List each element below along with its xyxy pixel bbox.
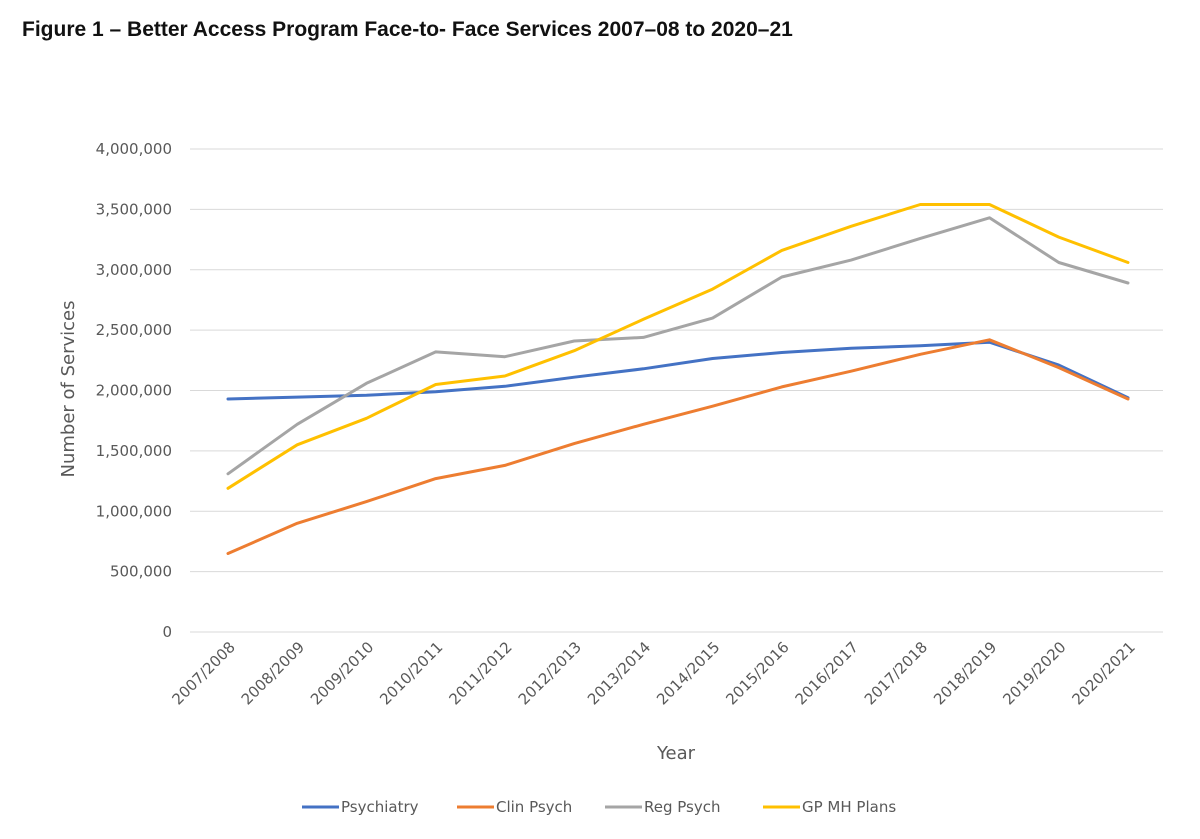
legend-label: Psychiatry	[341, 798, 419, 816]
x-tick-label: 2017/2018	[861, 638, 931, 708]
series-line-gp-mh-plans	[226, 203, 1130, 490]
y-tick-label: 1,000,000	[96, 502, 172, 520]
legend: Psychiatry Clin Psych Reg Psych GP MH Plans	[302, 798, 896, 816]
series-lines	[226, 203, 1130, 555]
gridlines	[190, 148, 1163, 633]
y-tick-label: 2,000,000	[96, 382, 172, 400]
y-axis-ticks: 0 500,000 1,000,000 1,500,000 2,000,000 2,500…	[96, 140, 172, 641]
x-tick-label: 2007/2008	[169, 638, 239, 708]
series-line-clin-psych	[226, 338, 1130, 555]
y-tick-label: 2,500,000	[96, 321, 172, 339]
y-axis-title: Number of Services	[58, 300, 79, 477]
x-tick-label: 2015/2016	[722, 638, 792, 708]
y-tick-label: 0	[162, 623, 172, 641]
x-tick-label: 2019/2020	[999, 638, 1069, 708]
y-tick-label: 4,000,000	[96, 140, 172, 158]
x-tick-label: 2010/2011	[376, 638, 446, 708]
x-tick-label: 2009/2010	[307, 638, 377, 708]
x-tick-label: 2020/2021	[1069, 638, 1139, 708]
x-tick-label: 2014/2015	[653, 638, 723, 708]
legend-label: GP MH Plans	[802, 798, 896, 816]
legend-label: Reg Psych	[644, 798, 721, 816]
x-tick-label: 2011/2012	[445, 638, 515, 708]
x-axis-title: Year	[656, 743, 696, 764]
x-tick-label: 2013/2014	[584, 638, 654, 708]
figure-title: Figure 1 – Better Access Program Face-to…	[22, 18, 793, 41]
x-axis-ticks: 2007/20082008/20092009/20102010/20112011…	[169, 638, 1139, 708]
series-line-reg-psych	[226, 216, 1130, 476]
y-tick-label: 500,000	[110, 563, 172, 581]
y-tick-label: 1,500,000	[96, 442, 172, 460]
x-tick-label: 2008/2009	[238, 638, 308, 708]
x-tick-label: 2018/2019	[930, 638, 1000, 708]
legend-label: Clin Psych	[496, 798, 572, 816]
y-tick-label: 3,000,000	[96, 261, 172, 279]
x-tick-label: 2016/2017	[792, 638, 862, 708]
x-tick-label: 2012/2013	[515, 638, 585, 708]
y-tick-label: 3,500,000	[96, 200, 172, 218]
